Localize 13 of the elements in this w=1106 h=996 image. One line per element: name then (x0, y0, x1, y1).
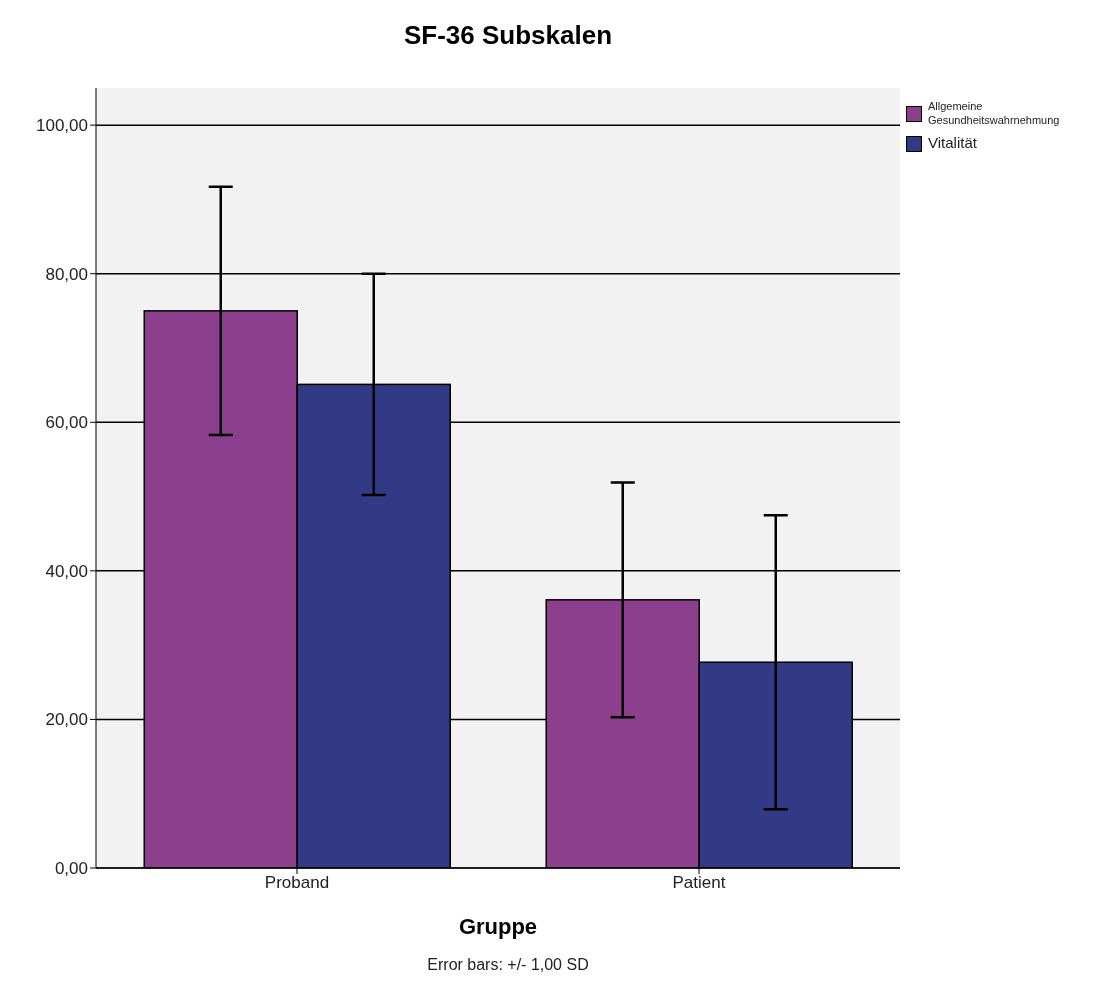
x-axis-title: Gruppe (458, 913, 538, 939)
x-tick-label: Patient (672, 873, 726, 893)
legend-label: Vitalität (928, 133, 977, 153)
y-tick-label: 80,00 (45, 264, 88, 284)
y-tick-label: 20,00 (45, 710, 88, 730)
y-tick-label: 60,00 (45, 413, 88, 433)
y-tick-label: 100,00 (36, 116, 88, 136)
text: Error bars: +/- 1,00 SD (426, 956, 590, 974)
chart-title: SF-36 Subskalen (402, 20, 614, 51)
y-tick-label: 0,00 (54, 859, 88, 879)
y-tick-label: 40,00 (45, 561, 88, 581)
legend-label: Allgemeine Gesundheitswahrnehmung (928, 100, 1061, 128)
x-tick-label: Proband (264, 873, 330, 893)
